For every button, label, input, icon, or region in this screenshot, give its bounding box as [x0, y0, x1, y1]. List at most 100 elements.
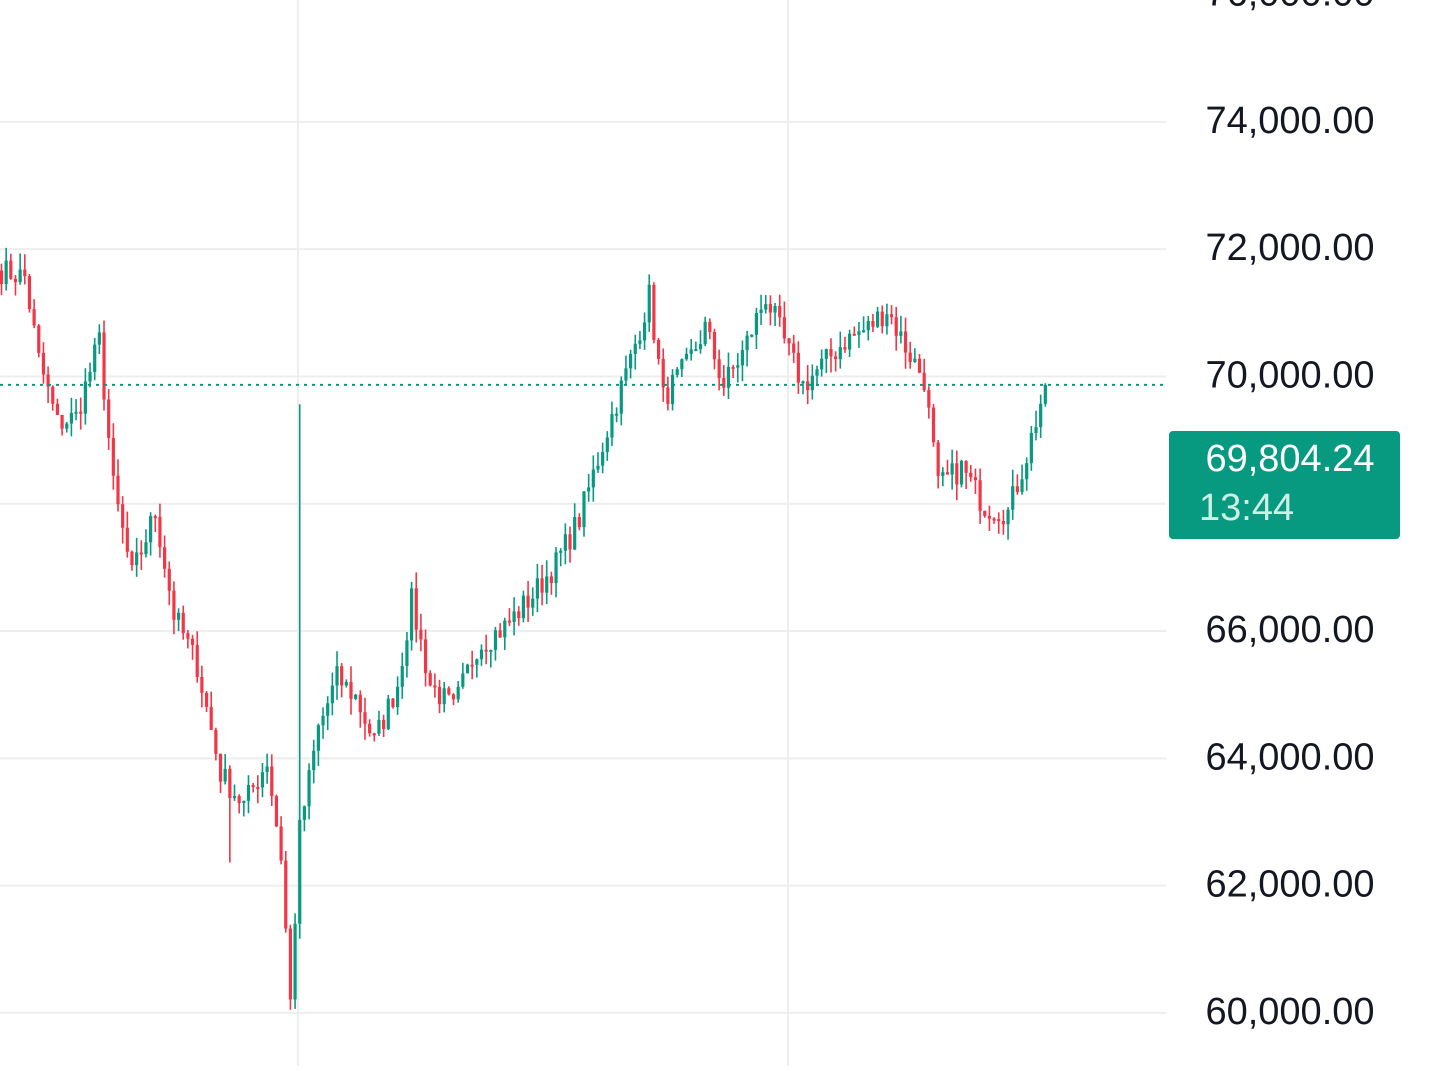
- candle-body: [703, 321, 707, 345]
- candle-body: [414, 588, 418, 630]
- candle-body: [559, 550, 563, 553]
- candle-body: [610, 413, 614, 438]
- candle-body: [848, 333, 852, 350]
- candle-body: [391, 698, 395, 708]
- candle-body: [51, 386, 55, 404]
- candle-body: [615, 413, 619, 416]
- candle-body: [288, 928, 293, 1000]
- candle-body: [321, 715, 325, 726]
- candle-body: [778, 306, 782, 318]
- candle-body: [0, 270, 4, 284]
- candle-body: [396, 686, 400, 708]
- candle-body: [875, 311, 880, 327]
- price-axis[interactable]: 60,000.0062,000.0064,000.0066,000.0068,0…: [1205, 0, 1374, 1033]
- candle-body: [675, 369, 679, 375]
- candle-body: [997, 519, 1001, 522]
- candle-body: [750, 334, 754, 337]
- price-tick-label: 72,000.00: [1205, 227, 1374, 269]
- candle-body: [507, 620, 512, 623]
- candle-body: [223, 768, 227, 782]
- candle-body: [149, 516, 153, 543]
- price-tick-label: 64,000.00: [1205, 736, 1374, 778]
- candle-body: [922, 372, 926, 391]
- candle-body: [97, 332, 101, 345]
- candle-body: [46, 374, 50, 387]
- candle-body: [190, 638, 195, 645]
- candle-body: [9, 260, 13, 279]
- price-tick-label: 62,000.00: [1205, 864, 1374, 906]
- candle-body: [4, 260, 8, 284]
- candle-body: [1043, 384, 1047, 404]
- candle-body: [135, 552, 139, 566]
- candle-body: [363, 712, 367, 724]
- candle-body: [978, 480, 982, 511]
- candle-body: [680, 359, 684, 370]
- candle-body: [633, 343, 637, 354]
- candle-body: [246, 784, 251, 801]
- candle-body: [237, 796, 241, 804]
- candle-body: [18, 269, 22, 283]
- candle-body: [354, 694, 358, 699]
- candle-body: [298, 819, 302, 924]
- candle-countdown-label: 13:44: [1199, 487, 1294, 529]
- candle-body: [642, 322, 647, 341]
- candle-body: [852, 333, 856, 336]
- candle-body: [754, 312, 759, 335]
- candle-body: [284, 860, 288, 929]
- candle-body: [307, 770, 311, 807]
- candle-body: [204, 692, 209, 707]
- candle-body: [37, 325, 41, 353]
- candle-body: [731, 366, 735, 369]
- candle-body: [493, 630, 498, 650]
- candle-body: [251, 784, 255, 788]
- candle-body: [382, 720, 386, 730]
- candle-body: [941, 472, 945, 476]
- candle-body: [554, 552, 558, 584]
- candle-body: [521, 595, 526, 619]
- candle-body: [27, 276, 32, 310]
- candle-body: [736, 365, 740, 368]
- candle-body: [1001, 521, 1005, 525]
- candle-body: [79, 411, 83, 414]
- candle-body: [465, 664, 470, 674]
- candle-body: [195, 644, 199, 678]
- candle-body: [158, 516, 162, 548]
- candle-body: [260, 772, 265, 788]
- candle-body: [423, 639, 428, 674]
- candle-body: [256, 787, 260, 790]
- candle-body: [903, 331, 908, 353]
- candle-body: [563, 534, 567, 551]
- candle-body: [293, 923, 297, 1000]
- candle-body: [517, 611, 521, 619]
- candle-body: [74, 411, 78, 414]
- candle-body: [549, 576, 553, 584]
- candle-body: [1025, 463, 1029, 480]
- candle-body: [684, 353, 689, 360]
- candle-body: [871, 321, 875, 327]
- candle-body: [913, 358, 917, 363]
- candle-body: [372, 733, 376, 736]
- candle-body: [894, 317, 898, 336]
- candle-body: [512, 611, 516, 623]
- candle-body: [773, 306, 777, 313]
- candle-body: [806, 381, 810, 391]
- candle-body: [125, 527, 129, 552]
- candle-body: [326, 703, 330, 716]
- candle-body: [405, 640, 409, 666]
- candle-body: [116, 475, 120, 505]
- candle-body: [656, 339, 661, 359]
- candle-body: [358, 694, 362, 713]
- candle-body: [666, 387, 670, 404]
- candle-body: [349, 681, 353, 699]
- candle-body: [782, 317, 786, 339]
- candle-body: [65, 423, 69, 429]
- current-price-badge: [1169, 431, 1400, 539]
- candle-body: [279, 826, 283, 861]
- candle-body: [820, 358, 824, 370]
- candle-body: [638, 340, 642, 344]
- candle-body: [386, 698, 390, 730]
- candle-body: [111, 437, 115, 476]
- candle-body: [792, 343, 796, 353]
